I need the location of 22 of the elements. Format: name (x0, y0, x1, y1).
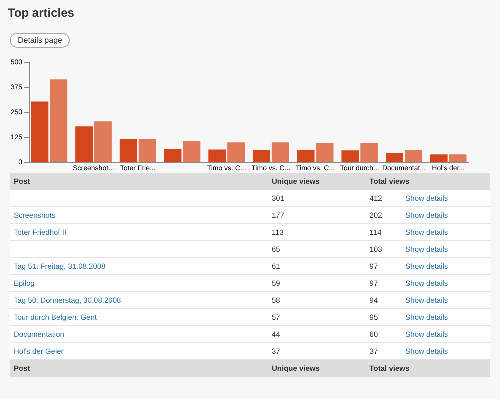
bar (94, 122, 112, 162)
bar (316, 143, 334, 162)
bar (183, 141, 201, 162)
bar (272, 142, 290, 162)
bar (50, 80, 68, 162)
bar (228, 142, 246, 162)
bar (76, 126, 93, 162)
bar (386, 153, 404, 162)
bar (252, 150, 270, 162)
bar (342, 150, 360, 162)
chart-title: Top articles (8, 6, 76, 20)
bar (297, 150, 315, 162)
bar (120, 139, 138, 162)
bar (208, 150, 226, 162)
bar (405, 150, 422, 162)
bar (138, 139, 156, 162)
bar (360, 143, 378, 162)
bar (449, 154, 467, 162)
details-button: Details page (10, 33, 70, 48)
bar (31, 102, 49, 162)
bar (164, 149, 182, 162)
bar (430, 154, 448, 162)
